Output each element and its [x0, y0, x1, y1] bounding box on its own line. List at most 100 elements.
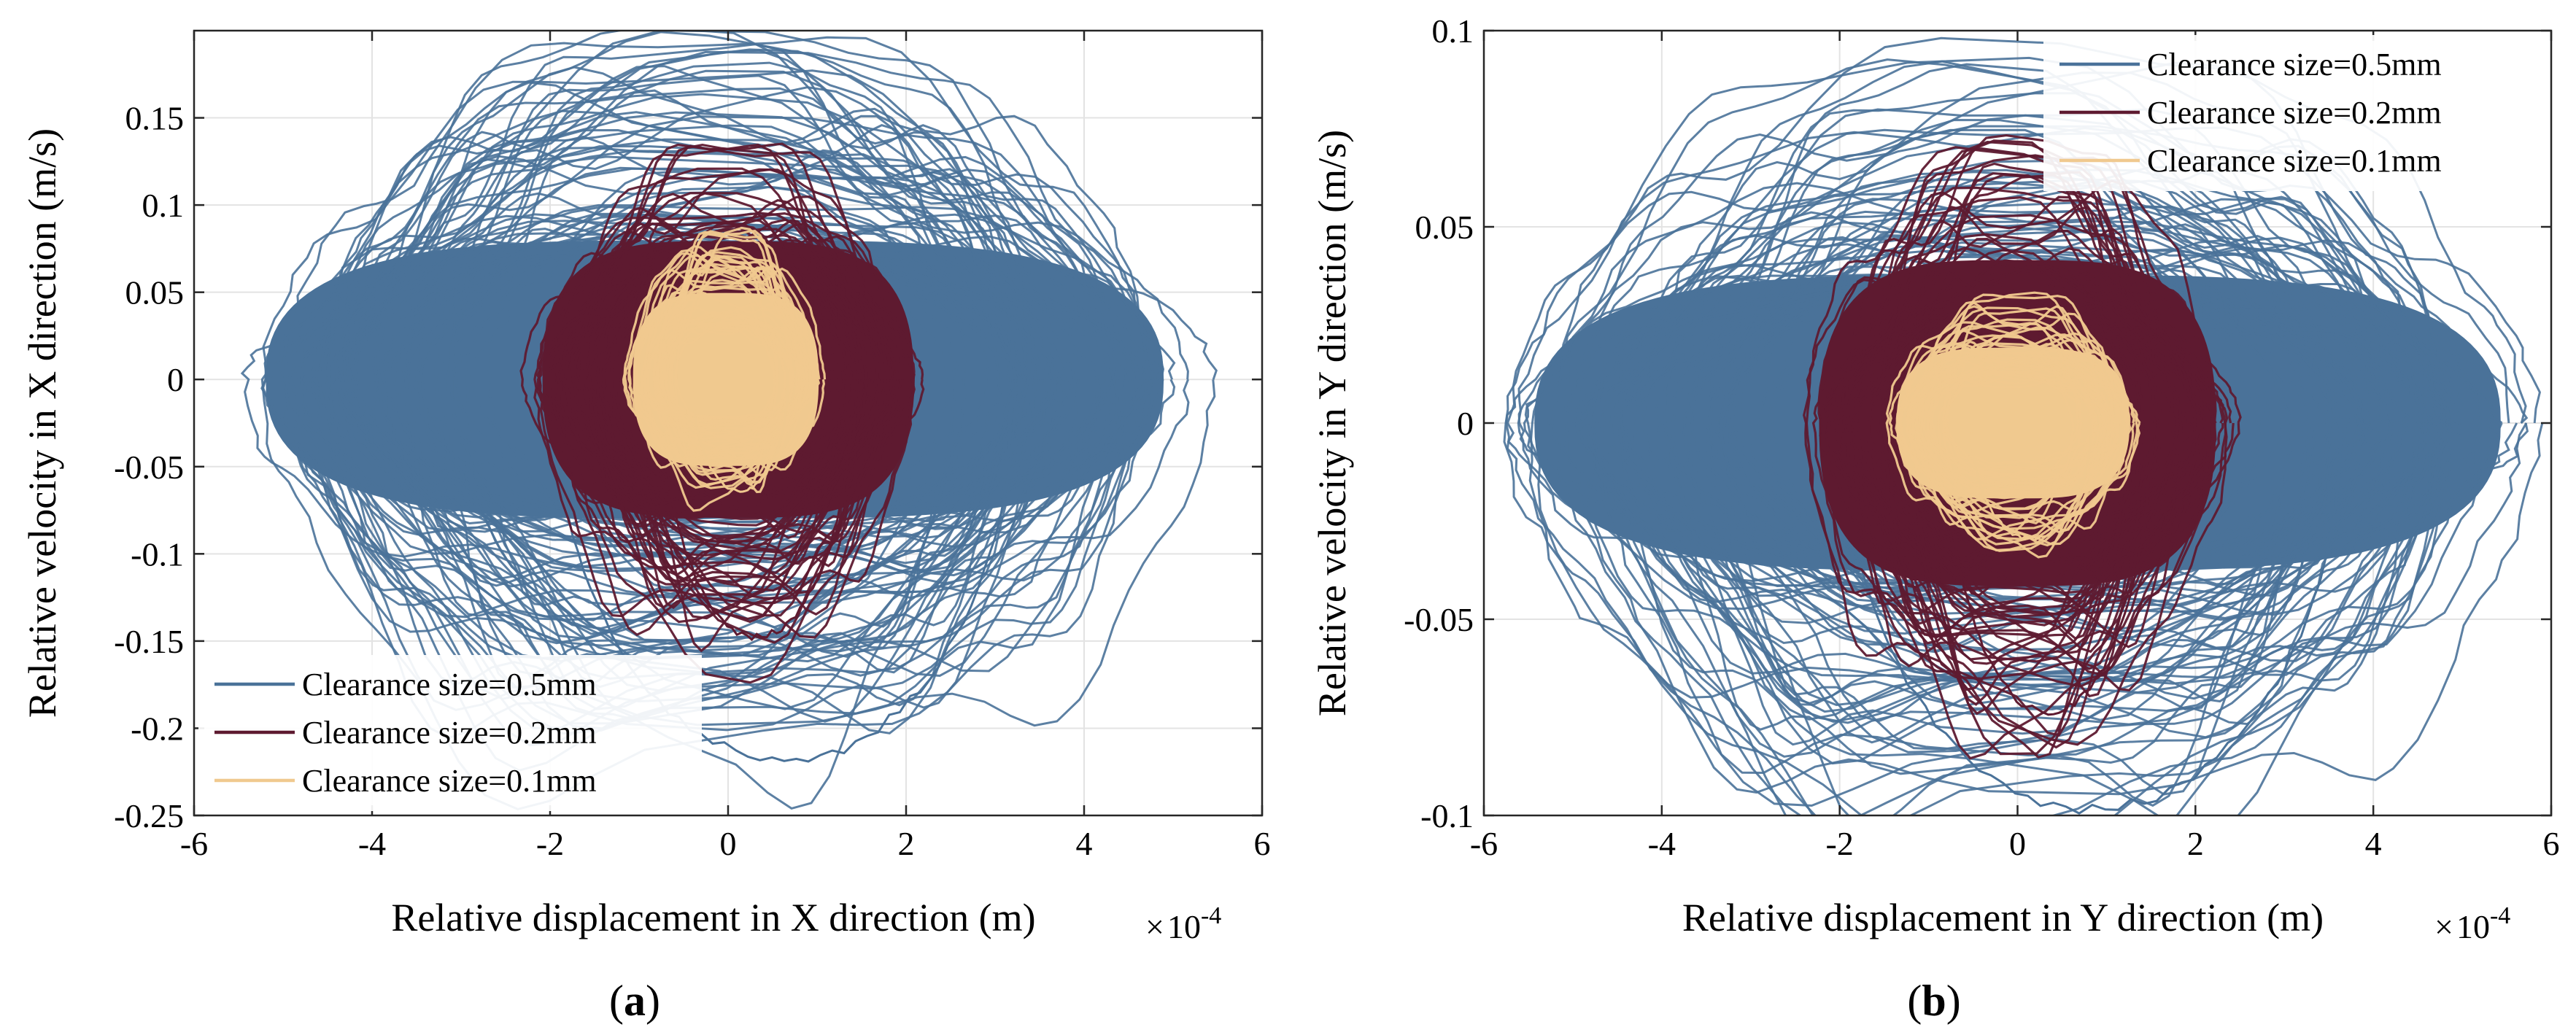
orbit-curve	[1633, 274, 2494, 713]
y-tick-label: 0.1	[142, 187, 185, 224]
orbit-curve	[1839, 195, 2161, 581]
orbit-curve	[1867, 298, 2201, 619]
subfigure-label: (a)	[609, 977, 660, 1025]
orbit-curve	[345, 31, 1032, 533]
extreme-orbit	[691, 379, 789, 493]
orbit-curve	[290, 214, 1129, 678]
orbit-curve	[317, 138, 1119, 772]
y-tick-label: -0.15	[114, 623, 184, 660]
legend: Clearance size=0.5mm Clearance size=0.2mm…	[198, 655, 702, 811]
orbit-curve	[453, 226, 1018, 689]
multiplier-base: 10	[1167, 908, 1201, 945]
y-tick-label: 0	[1457, 405, 1474, 442]
x-tick-label: 4	[2365, 825, 2382, 862]
orbit-curve	[519, 212, 902, 505]
x-tick-label: 0	[720, 825, 737, 862]
orbit-curve	[1919, 348, 2129, 546]
x-axis-label: Relative displacement in X direction (m)	[391, 896, 1035, 939]
orbit-curve	[661, 279, 802, 461]
x-tick-label: -2	[536, 825, 564, 862]
orbit-curve	[1503, 131, 2447, 807]
orbit-curve	[382, 212, 1037, 600]
trajectories	[240, 31, 1218, 810]
y-tick-label: 0.05	[1415, 209, 1474, 246]
multiplier-sign: ×	[1145, 908, 1164, 945]
orbit-curve	[1826, 298, 2235, 581]
panel-b: -6 -4 -2 0 2 4 6 -0.1 -0.05 0 0.05 0.1 Relative disp…	[1310, 12, 2560, 1025]
x-tick-label: -6	[180, 825, 208, 862]
orbit-curve	[262, 220, 1078, 575]
orbit-curve	[654, 324, 806, 434]
series-3	[622, 226, 827, 512]
orbit-curve	[1898, 333, 2132, 492]
y-tick-label: -0.1	[1420, 797, 1474, 834]
orbit-curve	[1714, 255, 2365, 568]
y-tick-label: -0.2	[131, 710, 184, 747]
panel-a: -6 -4 -2 0 2 4 6 -0.25 -0.2 -0.15 -0.1 -0.05 0 0.05 0.…	[20, 29, 1271, 1025]
x-axis-label: Relative displacement in Y direction (m)	[1682, 896, 2324, 939]
x-tick-label: -4	[1648, 825, 1676, 862]
orbit-curve	[1833, 302, 2242, 544]
orbit-curve	[606, 251, 883, 585]
orbit-curve	[444, 185, 959, 810]
subfigure-letter: a	[624, 977, 646, 1025]
legend-entry: Clearance size=0.2mm	[302, 715, 597, 751]
orbit-curve	[1529, 182, 2459, 815]
orbit-curve	[354, 93, 1154, 640]
orbit-curve	[657, 253, 779, 487]
y-tick-label: -0.05	[114, 449, 184, 486]
orbit-curve	[565, 212, 916, 639]
y-tick-label: 0.1	[1432, 12, 1474, 50]
orbit-curve	[1882, 247, 2160, 749]
legend-entry: Clearance size=0.1mm	[2147, 143, 2442, 179]
orbit-curve	[438, 65, 1047, 720]
subfigure-letter: b	[1922, 977, 1946, 1025]
legend-entry: Clearance size=0.2mm	[2147, 95, 2442, 131]
y-tick-label: 0.15	[125, 100, 185, 137]
y-tick-label: 0.05	[125, 274, 185, 311]
orbit-curve	[341, 174, 1165, 577]
orbit-curve	[1805, 146, 2211, 691]
x-tick-label: 6	[1254, 825, 1271, 862]
orbit-curve	[1626, 178, 2442, 721]
orbit-curve	[675, 258, 793, 427]
orbit-curve	[311, 153, 1051, 643]
legend-entry: Clearance size=0.5mm	[302, 667, 597, 702]
orbit-curve	[1729, 168, 2367, 590]
orbit-curve	[1581, 289, 2412, 594]
y-axis-label: Relative velocity in X direction (m/s)	[20, 128, 64, 718]
orbit-curve	[381, 255, 1012, 654]
subfigure-label: (b)	[1907, 977, 1960, 1025]
x-tick-label: 6	[2543, 825, 2560, 862]
orbit-curve	[1906, 342, 2112, 495]
orbit-curve	[1896, 371, 2111, 503]
orbit-curve	[1590, 171, 2482, 724]
extreme-orbit	[660, 379, 854, 642]
legend-entry: Clearance size=0.5mm	[2147, 47, 2442, 82]
orbit-curve	[1680, 234, 2391, 680]
orbit-curve	[1878, 172, 2143, 640]
x-tick-label: -4	[358, 825, 386, 862]
multiplier-sign: ×	[2434, 908, 2453, 945]
x-tick-label: 2	[2187, 825, 2204, 862]
orbit-curve	[619, 264, 851, 520]
orbit-curve	[300, 203, 1218, 727]
x-tick-label: 0	[2009, 825, 2026, 862]
extreme-orbit	[552, 379, 1017, 763]
orbit-curve	[419, 233, 1016, 635]
orbit-curve	[1811, 303, 2184, 670]
orbit-curve	[1842, 147, 2163, 654]
orbit-curve	[310, 241, 1030, 658]
extreme-orbit	[1970, 422, 2092, 542]
legend-entry: Clearance size=0.1mm	[302, 763, 597, 799]
x-tick-label: -6	[1470, 825, 1498, 862]
y-tick-label: -0.1	[131, 535, 184, 573]
x-tick-label: 2	[898, 825, 915, 862]
extreme-orbit	[1944, 422, 2152, 716]
x-axis-multiplier: ×10-4	[1145, 902, 1221, 945]
orbit-curve	[1524, 248, 2438, 815]
orbit-curve	[303, 251, 1037, 723]
orbit-curve	[612, 221, 846, 570]
multiplier-exponent: -4	[2490, 902, 2510, 929]
